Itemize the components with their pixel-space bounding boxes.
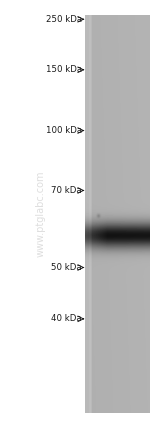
Text: 40 kDa: 40 kDa [51,314,82,324]
Text: 250 kDa: 250 kDa [46,15,82,24]
Text: 70 kDa: 70 kDa [51,186,82,195]
Text: 100 kDa: 100 kDa [46,126,82,135]
Text: 50 kDa: 50 kDa [51,263,82,272]
Text: www.ptglabc.com: www.ptglabc.com [36,171,45,257]
Text: 150 kDa: 150 kDa [46,65,82,74]
